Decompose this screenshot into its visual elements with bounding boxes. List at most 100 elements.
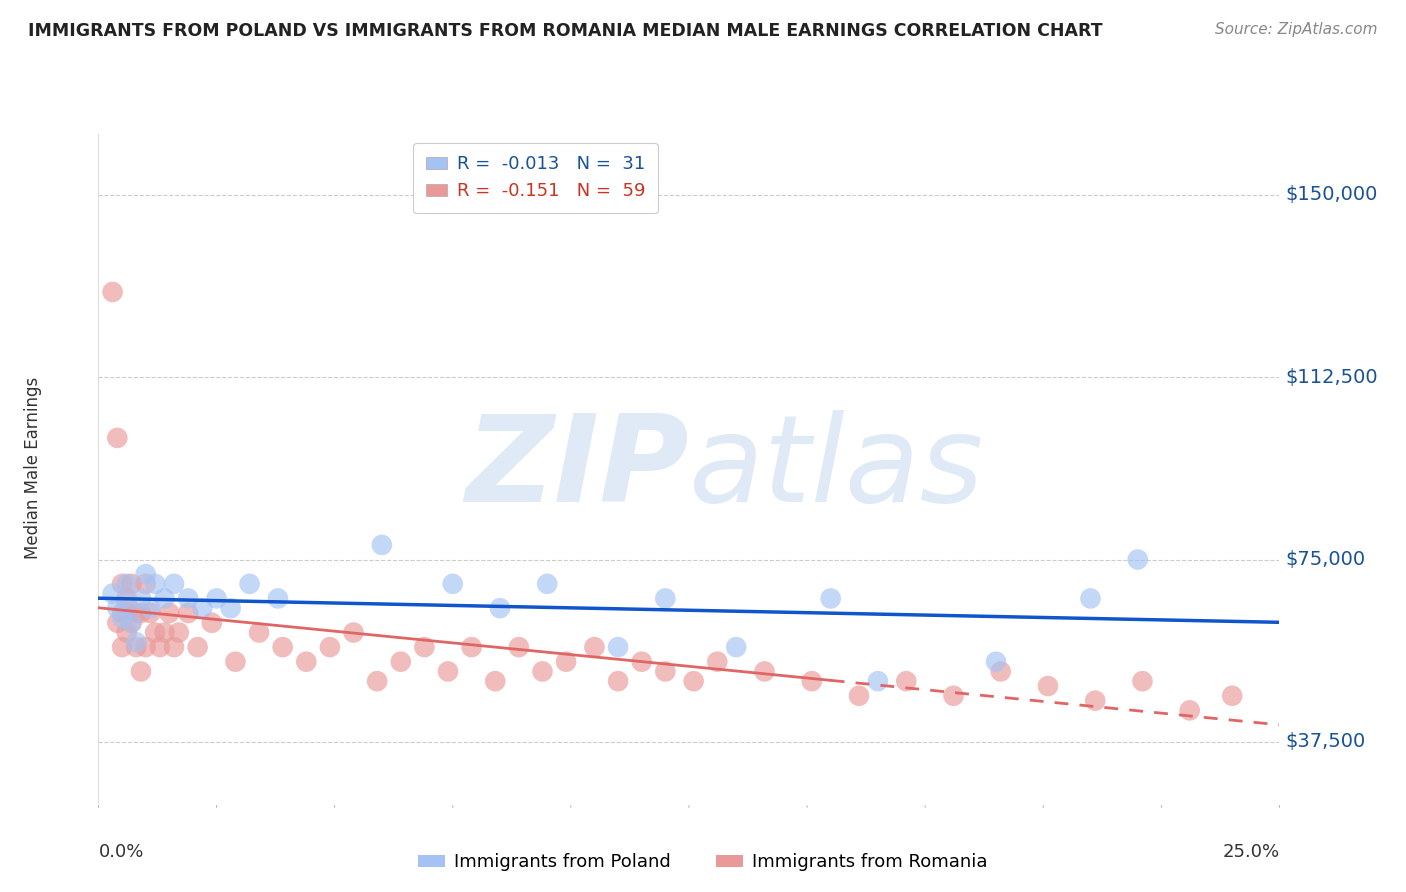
Point: [167, 625, 190, 640]
Point: [125, 635, 148, 649]
Point: [129, 591, 152, 606]
Point: [239, 577, 262, 591]
Point: [371, 538, 394, 552]
Point: [157, 606, 180, 620]
Point: [121, 615, 143, 630]
Point: [942, 689, 965, 703]
Legend: R =  -0.013   N =  31, R =  -0.151   N =  59: R = -0.013 N = 31, R = -0.151 N = 59: [413, 143, 658, 213]
Point: [101, 586, 124, 600]
Point: [682, 674, 704, 689]
Point: [115, 606, 138, 620]
Point: [129, 665, 152, 679]
Point: [143, 625, 166, 640]
Point: [413, 640, 436, 654]
Point: [105, 615, 128, 630]
Point: [489, 601, 512, 615]
Point: [1126, 552, 1149, 566]
Point: [484, 674, 506, 689]
Point: [205, 591, 228, 606]
Text: $75,000: $75,000: [1285, 550, 1365, 569]
Point: [295, 655, 318, 669]
Point: [129, 606, 152, 620]
Point: [531, 665, 554, 679]
Point: [460, 640, 482, 654]
Point: [342, 625, 364, 640]
Point: [441, 577, 464, 591]
Point: [725, 640, 748, 654]
Point: [820, 591, 842, 606]
Point: [583, 640, 606, 654]
Point: [139, 601, 162, 615]
Point: [1036, 679, 1059, 693]
Point: [111, 640, 134, 654]
Point: [163, 640, 186, 654]
Point: [111, 606, 134, 620]
Point: [135, 567, 157, 582]
Point: [654, 591, 676, 606]
Point: [754, 665, 776, 679]
Point: [177, 591, 200, 606]
Point: [607, 640, 630, 654]
Point: [896, 674, 918, 689]
Point: [149, 640, 172, 654]
Point: [187, 640, 209, 654]
Point: [111, 611, 134, 625]
Point: [848, 689, 870, 703]
Point: [121, 615, 143, 630]
Point: [271, 640, 294, 654]
Point: [1178, 703, 1201, 717]
Point: [224, 655, 246, 669]
Text: ZIP: ZIP: [465, 409, 689, 527]
Point: [267, 591, 290, 606]
Text: $37,500: $37,500: [1285, 732, 1365, 751]
Point: [800, 674, 823, 689]
Point: [115, 596, 138, 610]
Point: [121, 577, 143, 591]
Point: [135, 640, 157, 654]
Text: $150,000: $150,000: [1285, 186, 1378, 204]
Point: [366, 674, 388, 689]
Point: [866, 674, 889, 689]
Point: [105, 601, 128, 615]
Text: IMMIGRANTS FROM POLAND VS IMMIGRANTS FROM ROMANIA MEDIAN MALE EARNINGS CORRELATI: IMMIGRANTS FROM POLAND VS IMMIGRANTS FRO…: [28, 22, 1102, 40]
Text: Source: ZipAtlas.com: Source: ZipAtlas.com: [1215, 22, 1378, 37]
Point: [115, 591, 138, 606]
Point: [1220, 689, 1243, 703]
Point: [437, 665, 460, 679]
Point: [607, 674, 630, 689]
Point: [115, 577, 138, 591]
Text: 0.0%: 0.0%: [98, 843, 143, 861]
Point: [247, 625, 270, 640]
Text: 25.0%: 25.0%: [1222, 843, 1279, 861]
Point: [1080, 591, 1102, 606]
Point: [1132, 674, 1154, 689]
Point: [319, 640, 342, 654]
Text: $112,500: $112,500: [1285, 368, 1378, 386]
Point: [984, 655, 1007, 669]
Point: [555, 655, 578, 669]
Point: [115, 625, 138, 640]
Point: [163, 577, 186, 591]
Point: [654, 665, 676, 679]
Point: [630, 655, 652, 669]
Point: [111, 577, 134, 591]
Legend: Immigrants from Poland, Immigrants from Romania: Immigrants from Poland, Immigrants from …: [411, 847, 995, 879]
Text: Median Male Earnings: Median Male Earnings: [24, 377, 42, 559]
Point: [143, 577, 166, 591]
Point: [191, 601, 214, 615]
Point: [508, 640, 530, 654]
Point: [135, 577, 157, 591]
Point: [1084, 693, 1107, 707]
Point: [389, 655, 412, 669]
Point: [105, 431, 128, 445]
Point: [201, 615, 224, 630]
Point: [125, 606, 148, 620]
Point: [219, 601, 242, 615]
Point: [536, 577, 558, 591]
Point: [153, 591, 176, 606]
Point: [101, 285, 124, 299]
Point: [706, 655, 728, 669]
Point: [153, 625, 176, 640]
Point: [177, 606, 200, 620]
Text: atlas: atlas: [689, 409, 984, 527]
